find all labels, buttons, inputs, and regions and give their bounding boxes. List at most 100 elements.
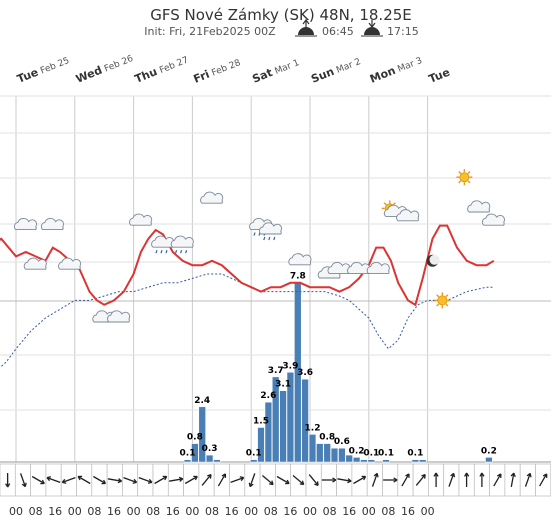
- precip-bar: [360, 459, 368, 463]
- precip-bar: [316, 443, 324, 463]
- precip-value-label: 3.1: [275, 380, 291, 390]
- rain-cloud-icon: [151, 235, 175, 254]
- hour-label: 08: [264, 505, 278, 518]
- precip-bar: [257, 427, 265, 463]
- cloud-icon: [288, 253, 312, 266]
- wind-arrow-icon: [535, 463, 551, 497]
- hour-label: 16: [401, 505, 415, 518]
- wind-arrow-icon: [519, 463, 536, 497]
- wind-arrow-icon: [458, 463, 475, 497]
- day-label: ThuFeb 27: [133, 53, 190, 86]
- precip-value-label: 0.6: [334, 437, 350, 447]
- precip-bar: [382, 459, 390, 463]
- precip-bar: [330, 447, 339, 463]
- precip-value-label: 0.2: [349, 446, 365, 456]
- sun-icon: [456, 169, 473, 186]
- precip-bar: [419, 459, 427, 463]
- day-label-weekday: Mon: [368, 64, 397, 86]
- hour-label: 00: [362, 505, 376, 518]
- wind-arrow-icon: [76, 463, 93, 497]
- hour-label: 00: [244, 505, 258, 518]
- day-label: FriFeb 28: [192, 55, 243, 86]
- day-label: WedFeb 26: [74, 51, 135, 86]
- precip-bar: [183, 459, 192, 463]
- precip-bar: [338, 447, 346, 463]
- day-label: MonMar 3: [368, 53, 424, 86]
- precip-bar: [411, 459, 420, 463]
- wind-arrow-icon: [183, 463, 200, 497]
- day-label-date: Feb 27: [158, 55, 190, 76]
- day-label-date: Mar 3: [396, 56, 423, 75]
- day-label-weekday: Thu: [133, 65, 159, 86]
- chart-title: GFS Nové Zámky (SK) 48N, 18.25E: [150, 6, 412, 24]
- precip-value-label: 2.6: [260, 391, 276, 401]
- wind-arrow-icon: [412, 463, 429, 497]
- precip-bar: [352, 457, 361, 463]
- precip-value-label: 0.2: [481, 446, 497, 456]
- cloud-icon: [396, 209, 420, 222]
- day-label-weekday: Sat: [250, 66, 274, 86]
- precip-bar: [286, 372, 295, 463]
- grid: [0, 95, 551, 463]
- wind-arrow-icon: [305, 463, 322, 497]
- day-label-date: Feb 28: [210, 58, 242, 79]
- cloud-icon: [129, 213, 153, 226]
- temperature-line: [0, 224, 495, 307]
- wind-arrow-icon: [45, 463, 62, 497]
- hour-label: 08: [87, 505, 101, 518]
- sun-icon: [434, 292, 451, 309]
- precip-value-label: 0.8: [187, 433, 203, 443]
- day-label-weekday: Fri: [192, 68, 212, 86]
- day-label-date: Mar 1: [273, 58, 300, 77]
- cloud-icon: [23, 257, 47, 270]
- sunset-time: 17:15: [387, 25, 419, 38]
- wind-arrow-icon: [229, 463, 246, 497]
- temperature-lines: [0, 224, 495, 369]
- precipitation-labels: 0.10.82.40.3 0.11.52.63.73.13.97.83.61.20…: [180, 272, 497, 459]
- wind-arrow-icon: [60, 463, 77, 497]
- precip-bar: [272, 376, 280, 463]
- day-label: SatMar 1: [250, 55, 300, 85]
- hour-label: 16: [225, 505, 239, 518]
- hour-label: 16: [283, 505, 297, 518]
- precip-bar: [205, 454, 214, 463]
- precip-bar: [279, 390, 287, 463]
- precip-value-label: 1.2: [305, 423, 321, 433]
- moon-icon: [426, 254, 440, 267]
- day-label: TueFeb 25: [15, 53, 71, 86]
- hour-label: 16: [107, 505, 121, 518]
- precip-bar: [367, 459, 375, 463]
- rain-cloud-icon: [258, 222, 282, 241]
- hour-label: 08: [146, 505, 160, 518]
- precip-bar: [301, 378, 309, 463]
- wind-arrow-icon: [320, 463, 337, 497]
- rain-cloud-icon: [170, 235, 194, 254]
- hour-labels: 00 08 16 00 08 16 00 08 16 00 08 16 00 08 16 00 08 16 00 08…: [9, 505, 435, 518]
- wind-arrow-icon: [504, 463, 521, 497]
- day-label: Tue: [427, 66, 452, 86]
- wind-arrow-icon: [489, 463, 506, 497]
- precip-bar: [191, 443, 199, 463]
- wind-arrow-icon: [473, 463, 490, 497]
- cloud-icon: [481, 213, 505, 226]
- precip-value-label: 0.1: [378, 449, 394, 459]
- precip-bar: [485, 457, 493, 463]
- day-label: SunMar 2: [309, 54, 362, 86]
- wind-arrow-icon: [290, 463, 307, 497]
- precip-bar: [323, 443, 331, 463]
- wind-arrow-icon: [152, 463, 169, 497]
- cloud-icon: [347, 262, 371, 275]
- precip-bar: [345, 454, 353, 463]
- hour-label: 00: [9, 505, 23, 518]
- day-label-date: Feb 26: [103, 54, 135, 75]
- wind-arrow-icon: [122, 463, 139, 497]
- cloud-icon: [58, 257, 82, 270]
- wind-arrow-icon: [213, 463, 230, 497]
- precip-bar: [308, 434, 317, 463]
- precip-value-label: 3.6: [297, 368, 313, 378]
- precip-value-label: 0.1: [363, 449, 379, 459]
- hour-label: 16: [342, 505, 356, 518]
- hour-label: 00: [68, 505, 82, 518]
- precip-value-label: 0.1: [407, 449, 423, 459]
